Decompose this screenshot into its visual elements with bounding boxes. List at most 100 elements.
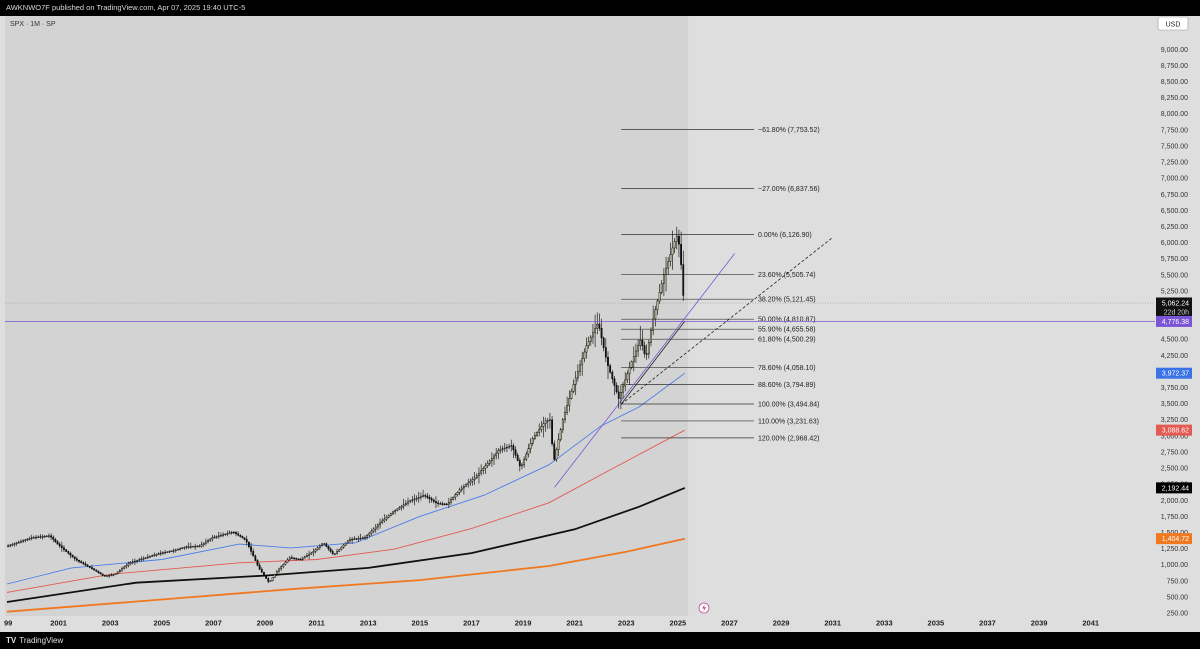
candle-body xyxy=(157,553,160,555)
time-axis-tick-label: 2033 xyxy=(876,619,893,628)
candle-body xyxy=(252,551,255,557)
candle-body xyxy=(460,487,463,491)
candle-body xyxy=(82,562,85,565)
time-axis-tick-label: 2001 xyxy=(50,619,67,628)
candle-body xyxy=(420,496,422,498)
candle-body xyxy=(480,470,483,474)
candle-body xyxy=(35,536,37,539)
fib-level-label: 38.20% (5,121.45) xyxy=(758,297,816,304)
candle-body xyxy=(80,561,83,563)
time-axis-tick-label: 2023 xyxy=(618,619,635,628)
candle-body xyxy=(600,328,603,339)
price-axis-tick-label: 250.00 xyxy=(1167,611,1189,618)
candle-body xyxy=(50,535,52,538)
price-axis-tick-label: 5,500.00 xyxy=(1161,272,1188,279)
candle-body xyxy=(243,537,246,540)
candle-body xyxy=(592,332,594,338)
candle-body xyxy=(447,501,450,505)
candle-body xyxy=(69,553,72,556)
candle-body xyxy=(155,554,158,556)
candle-body xyxy=(235,532,237,535)
candle-body xyxy=(164,551,166,554)
currency-selector[interactable]: USD xyxy=(1157,16,1189,31)
symbol-label: SPX · 1M · SP xyxy=(10,21,56,28)
candle-body xyxy=(675,235,678,242)
candle-body xyxy=(381,520,384,524)
price-axis-tick-label: 3,750.00 xyxy=(1161,385,1188,392)
candle-body xyxy=(151,555,154,557)
time-axis-tick-label: 2031 xyxy=(824,619,841,628)
candle-body xyxy=(407,501,409,504)
candle-body xyxy=(647,342,650,355)
candle-body xyxy=(344,542,347,546)
candle-body xyxy=(521,464,523,467)
candle-body xyxy=(394,510,397,513)
price-axis-tick-label: 5,750.00 xyxy=(1161,256,1188,263)
time-axis-tick-label: 2015 xyxy=(412,619,429,628)
price-axis-tick-label: 6,000.00 xyxy=(1161,240,1188,247)
candle-body xyxy=(650,330,652,343)
candle-body xyxy=(24,539,27,541)
candle-body xyxy=(441,503,444,505)
candle-body xyxy=(118,569,121,573)
candle-body xyxy=(452,496,455,500)
candle-body xyxy=(488,460,491,464)
time-axis-panel xyxy=(0,616,1200,632)
left-edge xyxy=(0,16,5,616)
candle-body xyxy=(594,328,596,334)
moving-average-line xyxy=(6,429,686,593)
price-axis-tick-label: 3,250.00 xyxy=(1161,417,1188,424)
candle-body xyxy=(392,511,394,514)
candle-body xyxy=(490,458,493,462)
candle-body xyxy=(185,546,188,548)
candle-body xyxy=(604,347,607,358)
price-axis-tick-label: 9,000.00 xyxy=(1161,47,1188,54)
candle-body xyxy=(88,566,91,568)
candle-body xyxy=(422,495,424,497)
trend-lines xyxy=(554,237,833,488)
candle-body xyxy=(450,499,452,503)
candle-body xyxy=(359,537,362,540)
candle-body xyxy=(194,545,197,548)
candle-body xyxy=(611,371,614,380)
chart-canvas[interactable]: −61.80% (7,753.52) −27.00% (6,837.56) 0.00… xyxy=(0,16,1200,632)
candle-body xyxy=(213,536,216,539)
candle-body xyxy=(540,426,543,430)
time-axis-tick-label: 2005 xyxy=(153,619,170,628)
candle-body xyxy=(404,503,407,505)
time-axis-tick-label: 2017 xyxy=(463,619,480,628)
candle-body xyxy=(364,536,366,539)
candle-body xyxy=(331,551,334,555)
candle-body xyxy=(529,443,532,449)
candle-body xyxy=(179,548,181,550)
moving-average-badge-bg xyxy=(1156,424,1192,436)
candle-body xyxy=(613,378,616,386)
candle-body xyxy=(250,546,252,552)
candle-body xyxy=(37,536,40,538)
fib-level-label: 55.90% (4,655.58) xyxy=(758,327,816,334)
candle-body xyxy=(622,385,624,393)
candle-body xyxy=(342,544,345,548)
lightning-icon[interactable] xyxy=(698,602,710,614)
candle-body xyxy=(73,556,76,560)
price-axis-tick-label: 2,500.00 xyxy=(1161,466,1188,473)
candle-body xyxy=(572,384,575,392)
candle-body xyxy=(368,532,371,536)
candle-body xyxy=(123,566,126,569)
candle-body xyxy=(110,574,113,576)
candle-body xyxy=(340,547,343,550)
trend-line xyxy=(620,320,686,405)
candle-body xyxy=(256,560,259,566)
candle-body xyxy=(174,549,177,551)
candle-body xyxy=(267,578,270,582)
fib-level-label: 100.00% (3,494.84) xyxy=(758,401,820,408)
candle-body xyxy=(13,543,16,545)
candle-body xyxy=(587,341,590,346)
tradingview-footer: TV TradingView xyxy=(0,632,1200,649)
fib-level-label: 120.00% (2,968.42) xyxy=(758,435,820,442)
candle-body xyxy=(288,557,291,561)
candle-body xyxy=(159,552,162,555)
fib-level-label: −27.00% (6,837.56) xyxy=(758,186,820,193)
trend-line xyxy=(554,253,735,488)
fibonacci-levels: −61.80% (7,753.52) −27.00% (6,837.56) 0.00… xyxy=(621,127,820,442)
